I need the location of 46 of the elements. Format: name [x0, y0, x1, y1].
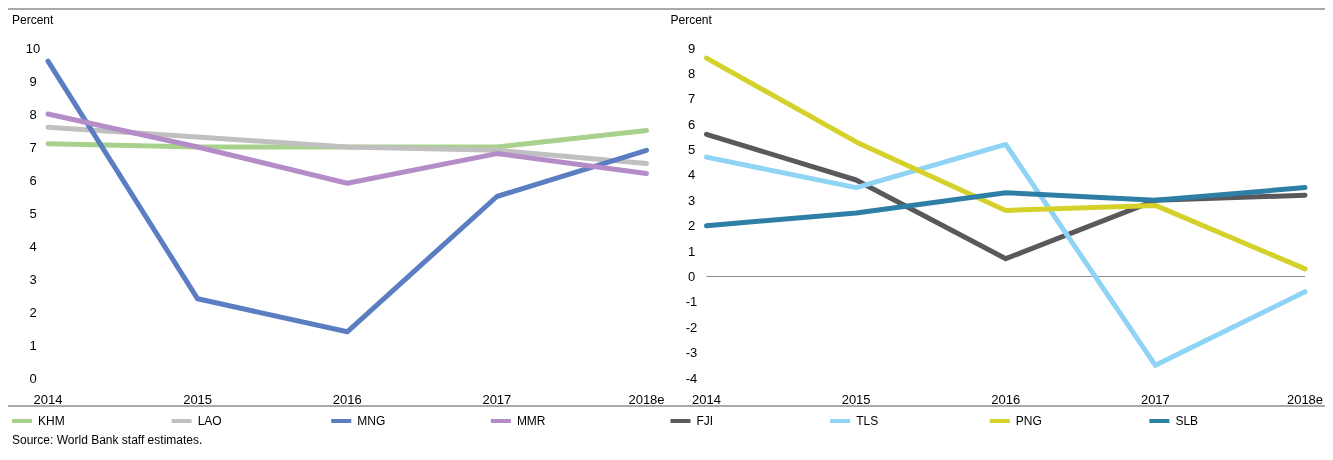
y-tick-label: 6: [29, 172, 37, 188]
y-tick-label: 0: [687, 269, 696, 285]
y-tick-label: 4: [29, 238, 37, 254]
y-tick-label: 7: [29, 139, 37, 155]
legend-label: TLS: [856, 414, 879, 429]
x-tick-label: 2014: [692, 392, 721, 407]
legend-label: MNG: [357, 414, 386, 429]
legend-label: FJI: [696, 414, 714, 429]
y-tick-label: 3: [29, 271, 37, 287]
y-tick-label: 2: [687, 218, 696, 234]
y-tick-label: -4: [685, 370, 698, 386]
y-tick-label: 2: [29, 304, 37, 320]
x-tick-label: 2017: [482, 392, 512, 407]
y-tick-label: 1: [687, 243, 696, 259]
x-tick-label: 2016: [991, 392, 1021, 407]
y-tick-label: 6: [687, 116, 696, 132]
x-tick-label: 2015: [841, 392, 871, 407]
legend-label: MMR: [516, 414, 546, 429]
y-tick-label: 10: [25, 40, 41, 56]
y-tick-label: 5: [687, 142, 696, 158]
x-tick-label: 2018e: [1286, 392, 1324, 407]
legend-label: PNG: [1015, 414, 1042, 429]
y-tick-label: 3: [687, 192, 696, 208]
y-tick-label: -2: [685, 319, 698, 335]
y-tick-label: 5: [29, 205, 37, 221]
y-tick-label: 8: [29, 106, 37, 122]
x-tick-label: 2014: [33, 392, 63, 407]
x-tick-label: 2016: [332, 392, 362, 407]
y-tick-label: -1: [685, 294, 698, 310]
x-tick-label: 2015: [183, 392, 213, 407]
x-tick-label: 2017: [1140, 392, 1170, 407]
y-tick-label: 4: [687, 167, 696, 183]
source-note: Source: World Bank staff estimates.: [12, 433, 203, 447]
y-tick-label: 0: [29, 370, 37, 386]
y-tick-label: -3: [685, 345, 698, 361]
y-tick-label: 8: [687, 65, 696, 81]
y-tick-label: 7: [687, 91, 696, 107]
y-tick-label: 1: [29, 337, 37, 353]
legend-label: LAO: [197, 414, 222, 429]
y-tick-label: 9: [687, 40, 696, 56]
y-axis-title: Percent: [12, 13, 55, 27]
x-tick-label: 2018e: [628, 392, 665, 407]
legend-label: KHM: [38, 414, 65, 429]
y-tick-label: 9: [29, 73, 37, 89]
y-axis-title: Percent: [670, 13, 713, 27]
legend-label: SLB: [1175, 414, 1199, 429]
